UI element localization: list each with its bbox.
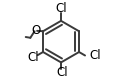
Text: Cl: Cl (55, 2, 67, 15)
Text: Cl: Cl (89, 49, 101, 62)
Text: Cl: Cl (27, 51, 39, 64)
Text: O: O (31, 24, 40, 37)
Text: Cl: Cl (56, 66, 68, 79)
